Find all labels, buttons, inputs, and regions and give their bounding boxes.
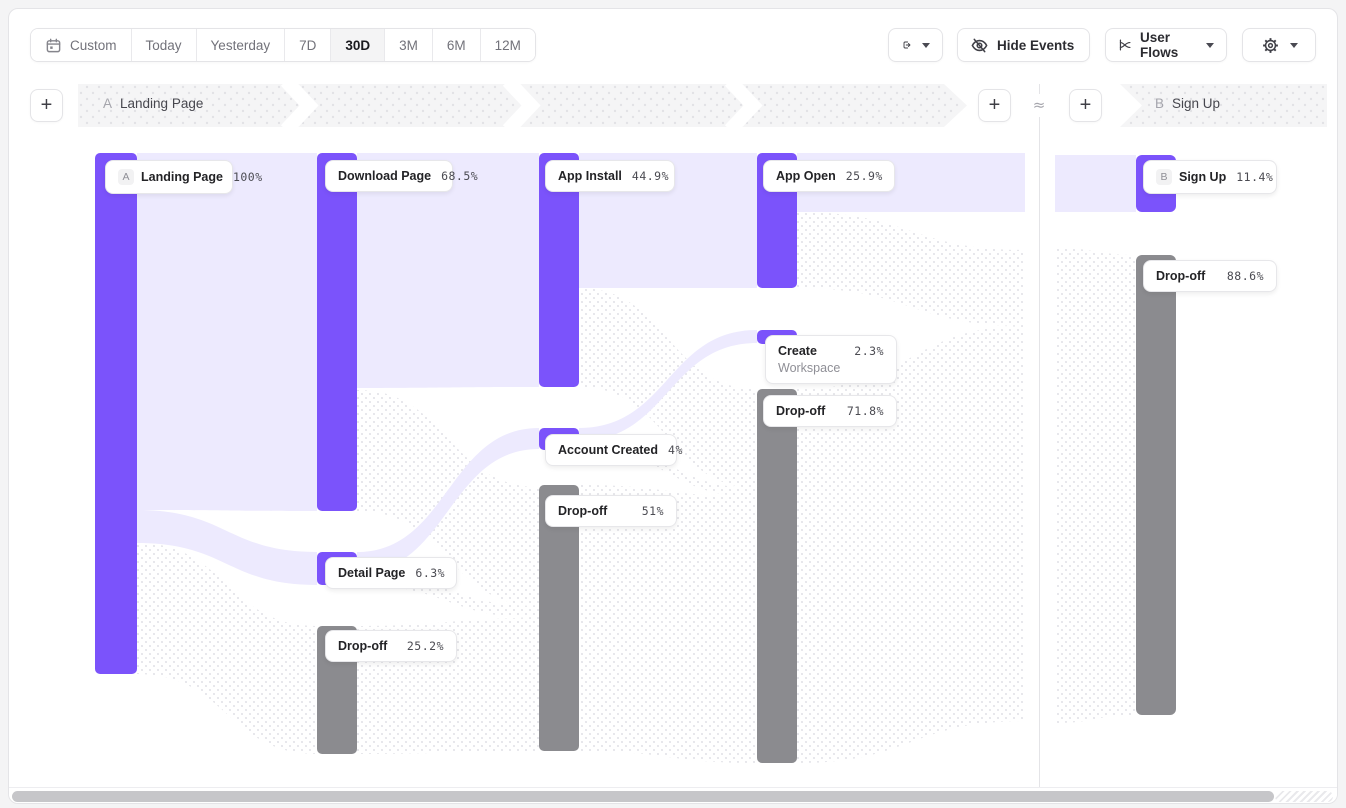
date-range-custom[interactable]: Custom (31, 29, 132, 61)
date-range-today[interactable]: Today (131, 29, 197, 61)
date-range-30d[interactable]: 30D (331, 29, 386, 61)
settings-button[interactable] (1242, 28, 1316, 62)
horizontal-scrollbar (9, 787, 1337, 803)
date-range-12m[interactable]: 12M (480, 29, 535, 61)
chevron-down-icon (1289, 42, 1298, 48)
date-range-yesterday[interactable]: Yesterday (196, 29, 286, 61)
calendar-icon (46, 38, 61, 52)
step-badge: B (1156, 169, 1172, 185)
flow-landing-to-download (137, 153, 317, 511)
node-bar-landing-page[interactable] (95, 153, 137, 674)
scrollbar-thumb[interactable] (12, 791, 1274, 802)
flow-detail-to-account (357, 428, 539, 573)
flow-download-to-install (357, 153, 539, 388)
export-button[interactable] (888, 28, 943, 62)
node-bar-app-install[interactable] (539, 153, 579, 387)
node-card-detail-page[interactable]: Detail Page 6.3% (325, 557, 457, 589)
flow-account-to-workspace (579, 330, 757, 441)
node-card-dropoff-252[interactable]: Drop-off 25.2% (325, 630, 457, 662)
node-bar-dropoff-718[interactable] (757, 389, 797, 763)
node-card-signup[interactable]: B Sign Up 11.4% (1143, 160, 1277, 194)
flow-account-to-dropoff (579, 441, 757, 497)
flow-b-entry-to-dropoff (1055, 248, 1136, 723)
date-range-segmented-control: Custom Today Yesterday 7D 30D 3M 6M 12M (30, 28, 536, 62)
flow-b-title[interactable]: B Sign Up (1155, 96, 1221, 111)
node-card-app-open[interactable]: App Open 25.9% (763, 160, 895, 192)
step-header-band (78, 76, 1327, 135)
date-range-3m[interactable]: 3M (385, 29, 433, 61)
section-divider (1039, 84, 1040, 787)
conversion-flows (137, 153, 1136, 585)
date-range-7d[interactable]: 7D (285, 29, 332, 61)
gear-icon (1262, 37, 1278, 53)
step-separator-chevron (280, 76, 319, 135)
node-card-app-install[interactable]: App Install 44.9% (545, 160, 675, 192)
flow-dropoff-exit (797, 326, 1025, 763)
flow-connector-symbol: ≈ (1027, 94, 1051, 117)
node-card-dropoff-886[interactable]: Drop-off 88.6% (1143, 260, 1277, 292)
sankey-canvas (95, 153, 1176, 763)
node-bar-dropoff-51[interactable] (539, 485, 579, 751)
node-card-landing-page[interactable]: A Landing Page 100% (105, 160, 262, 194)
user-flows-dropdown[interactable]: User Flows (1105, 28, 1227, 62)
node-card-dropoff-718[interactable]: Drop-off 71.8% (763, 395, 897, 427)
scrollbar-track-end (1275, 791, 1333, 802)
step-separator-chevron (724, 76, 763, 135)
node-card-create-workspace[interactable]: Create 2.3% Workspace (765, 335, 897, 384)
flow-landing-to-detail (137, 510, 317, 585)
add-step-button-flow-b-start[interactable]: + (1069, 89, 1102, 122)
flow-b-entry-to-signup (1055, 155, 1136, 212)
chevron-down-icon (922, 42, 930, 48)
add-step-button-flow-a-end[interactable]: + (978, 89, 1011, 122)
eye-off-icon (971, 38, 988, 52)
hide-events-button[interactable]: Hide Events (957, 28, 1090, 62)
flow-landing-to-dropoff (137, 543, 317, 754)
export-icon (903, 41, 911, 49)
flow-open-remainder-exit (797, 212, 1025, 326)
node-bar-download-page[interactable] (317, 153, 357, 511)
flow-a-title[interactable]: A Landing Page (103, 96, 204, 111)
date-range-6m[interactable]: 6M (432, 29, 481, 61)
node-card-account-created[interactable]: Account Created 4% (545, 434, 682, 466)
step-badge: A (118, 169, 134, 185)
chevron-down-icon (1206, 42, 1214, 48)
flow-chart-icon (1119, 39, 1131, 51)
flow-dropoff-carryover-3-4 (579, 485, 757, 763)
step-separator-chevron (502, 76, 541, 135)
node-card-download-page[interactable]: Download Page 68.5% (325, 160, 478, 192)
node-card-dropoff-51[interactable]: Drop-off 51% (545, 495, 677, 527)
add-step-button-left[interactable]: + (30, 89, 63, 122)
node-bar-dropoff-886[interactable] (1136, 255, 1176, 715)
